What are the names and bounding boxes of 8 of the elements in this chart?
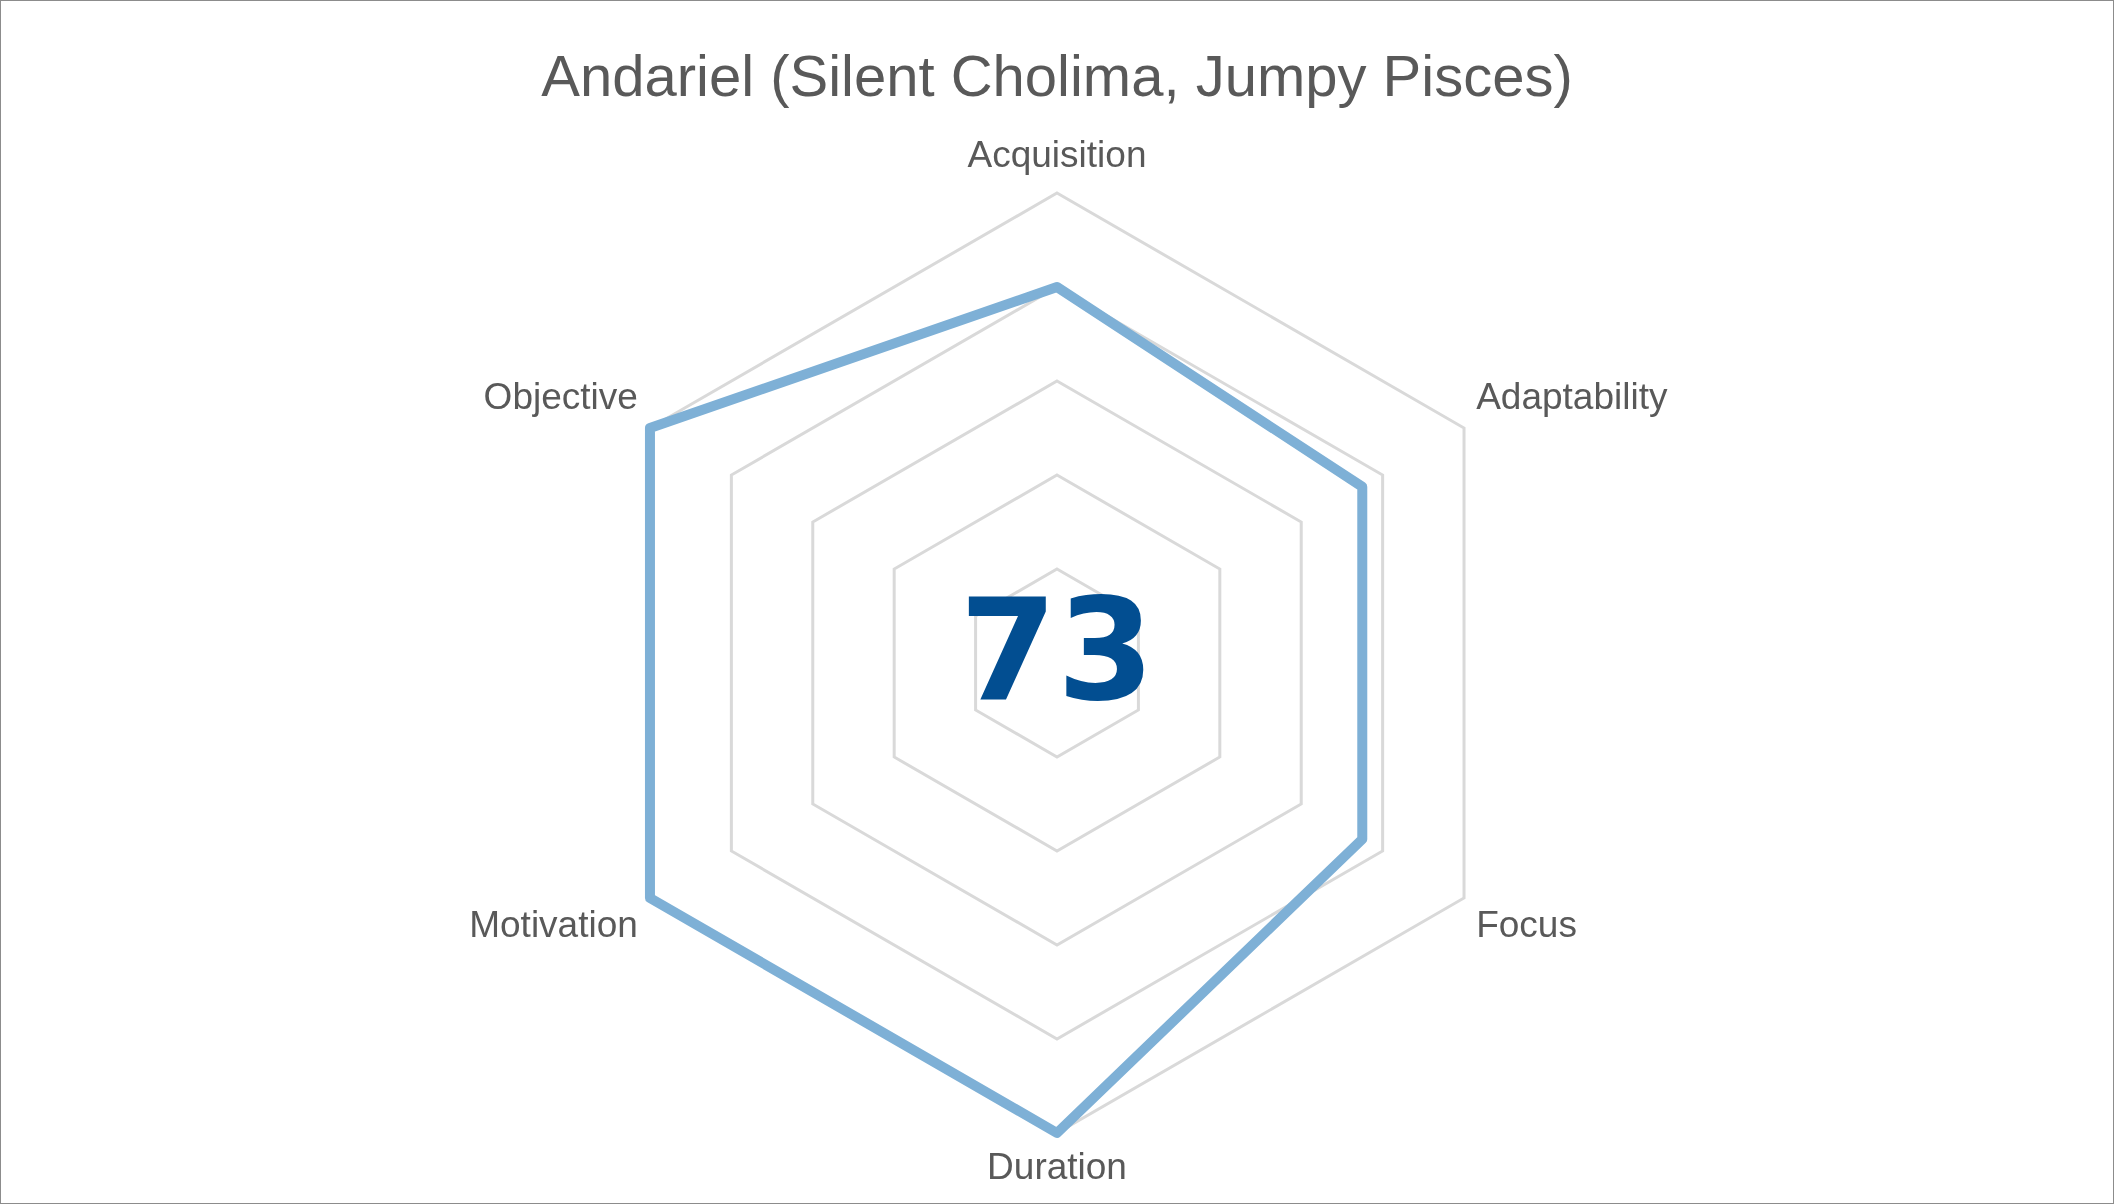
spoke-label: Duration: [987, 1146, 1127, 1188]
spoke-label: Adaptability: [1476, 376, 1668, 417]
spoke-label: Focus: [1476, 904, 1577, 946]
text: 73: [959, 569, 1155, 733]
spoke-label: Acquisition: [967, 134, 1147, 175]
chart-title: Andariel (Silent Cholima, Jumpy Pisces): [541, 42, 1573, 108]
spoke-label: Motivation: [469, 904, 638, 946]
spoke-label: Objective: [483, 376, 638, 417]
